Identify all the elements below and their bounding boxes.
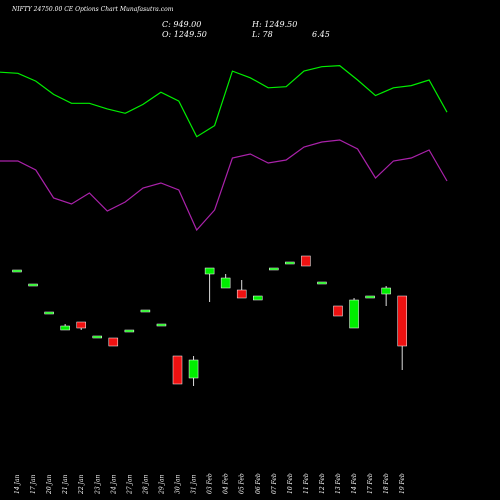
x-tick-label: 06 Feb bbox=[255, 473, 262, 494]
candle-body bbox=[76, 321, 86, 329]
x-tick-label: 04 Feb bbox=[223, 473, 230, 494]
x-tick-label: 27 Jan bbox=[126, 474, 133, 495]
x-tick-label: 11 Feb bbox=[303, 473, 310, 494]
candle-body bbox=[253, 295, 263, 301]
x-tick-label: 20 Jan bbox=[46, 474, 53, 495]
x-tick-label: 14 Jan bbox=[14, 474, 21, 494]
candle-body bbox=[60, 325, 70, 331]
x-tick-label: 18 Feb bbox=[383, 473, 390, 494]
candles-layer bbox=[12, 255, 407, 386]
indicator-line-upper bbox=[0, 64, 448, 138]
candle-body bbox=[397, 295, 407, 347]
x-tick-label: 05 Feb bbox=[239, 473, 246, 494]
close-readout: C: 949.00 bbox=[162, 20, 201, 29]
x-tick-label: 23 Jan bbox=[94, 474, 101, 495]
x-tick-label: 22 Jan bbox=[78, 474, 85, 495]
x-tick-label: 17 Feb bbox=[367, 473, 374, 494]
candle-body bbox=[172, 355, 183, 385]
indicator-line-lower bbox=[0, 139, 448, 232]
candle-body bbox=[28, 283, 38, 287]
x-tick-label: 30 Jan bbox=[175, 474, 182, 494]
x-tick-label: 03 Feb bbox=[207, 473, 214, 494]
candle-body bbox=[204, 267, 215, 275]
candle-body bbox=[220, 277, 231, 289]
x-tick-label: 12 Feb bbox=[319, 473, 326, 494]
x-tick-label: 13 Feb bbox=[335, 473, 342, 494]
candle-body bbox=[269, 267, 279, 271]
candle-body bbox=[317, 281, 327, 285]
candle-body bbox=[236, 289, 247, 299]
candle-body bbox=[188, 359, 199, 379]
change-readout: 6.45 bbox=[312, 30, 330, 39]
x-tick-label: 10 Feb bbox=[287, 473, 294, 494]
candle-body bbox=[301, 255, 311, 267]
high-readout: H: 1249.50 bbox=[251, 20, 297, 29]
x-tick-label: 14 Feb bbox=[351, 473, 358, 494]
candle-body bbox=[108, 337, 119, 347]
x-axis-ticks: 14 Jan 17 Jan 20 Jan 21 Jan 22 Jan 23 Jan 24 J… bbox=[14, 473, 406, 495]
indicator-layer bbox=[0, 64, 448, 232]
candle-body bbox=[156, 323, 167, 327]
x-tick-label: 29 Jan bbox=[158, 474, 165, 495]
candle-body bbox=[285, 261, 295, 265]
x-tick-label: 21 Jan bbox=[62, 474, 69, 495]
candle-body bbox=[333, 305, 343, 317]
candle-body bbox=[44, 311, 54, 315]
candle-body bbox=[381, 287, 391, 295]
candle-body bbox=[140, 309, 151, 313]
candle-body bbox=[92, 335, 102, 339]
open-readout: O: 1249.50 bbox=[162, 30, 207, 39]
chart-title: NIFTY 24750.00 CE Options Chart Munafasu… bbox=[11, 6, 174, 13]
x-tick-label: 19 Feb bbox=[399, 473, 406, 494]
x-tick-label: 07 Feb bbox=[271, 473, 278, 494]
candle-body bbox=[12, 269, 22, 273]
x-tick-label: 28 Jan bbox=[142, 474, 149, 495]
low-readout: L: 78 bbox=[251, 30, 273, 39]
candle-body bbox=[124, 329, 135, 333]
x-tick-label: 17 Jan bbox=[30, 474, 37, 494]
candle-body bbox=[365, 295, 375, 299]
x-tick-label: 31 Jan bbox=[191, 474, 198, 494]
x-tick-label: 24 Jan bbox=[110, 474, 117, 495]
candle-body bbox=[349, 299, 359, 329]
